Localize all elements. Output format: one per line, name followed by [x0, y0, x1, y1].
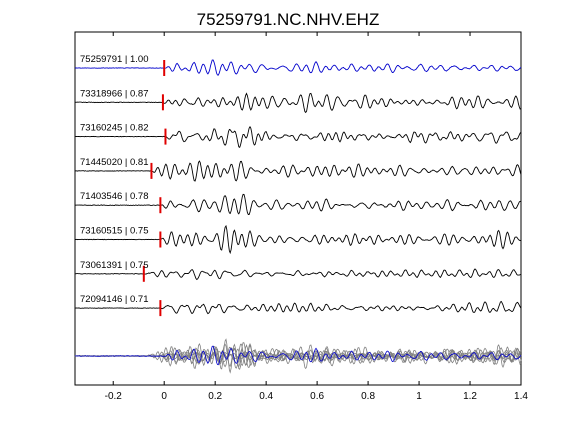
trace-label: 73160245 | 0.82 — [80, 123, 149, 134]
x-tick-label: 1.4 — [514, 391, 528, 402]
trace-line — [74, 59, 522, 76]
trace-label: 73318966 | 0.87 — [80, 88, 149, 99]
trace-label: 72094146 | 0.71 — [80, 294, 149, 305]
traces-layer: 75259791 | 1.00 73318966 | 0.87 73160245 |… — [74, 54, 522, 317]
x-tick-label: 0.2 — [208, 391, 222, 402]
trace-line — [74, 300, 522, 315]
trace-line — [74, 193, 522, 215]
x-tick-label: 0.8 — [361, 391, 375, 402]
plot-area — [74, 31, 522, 386]
trace-label: 75259791 | 1.00 — [80, 54, 149, 65]
overlay-layer — [74, 338, 522, 374]
trace-line — [74, 125, 522, 148]
trace-line — [74, 92, 522, 114]
trace-line — [74, 268, 522, 281]
trace-label: 71445020 | 0.81 — [80, 157, 149, 168]
overlay-line — [74, 345, 522, 366]
x-tick-label: 1.2 — [463, 391, 477, 402]
x-tick-label: 0 — [161, 391, 167, 402]
x-tick-label: 1 — [416, 391, 422, 402]
x-tick-label: -0.2 — [105, 391, 123, 402]
x-axis: -0.2 0 0.2 0.4 0.6 0.8 1 1.2 1.4 — [105, 32, 528, 402]
trace-label: 73160515 | 0.75 — [80, 226, 149, 237]
x-tick-label: 0.6 — [310, 391, 324, 402]
trace-label: 73061391 | 0.75 — [80, 260, 149, 271]
chart-title: 75259791.NC.NHV.EHZ — [197, 10, 380, 29]
trace-line — [74, 224, 522, 255]
trace-line — [74, 160, 522, 182]
trace-label: 71403546 | 0.78 — [80, 191, 149, 202]
x-tick-label: 0.4 — [259, 391, 273, 402]
